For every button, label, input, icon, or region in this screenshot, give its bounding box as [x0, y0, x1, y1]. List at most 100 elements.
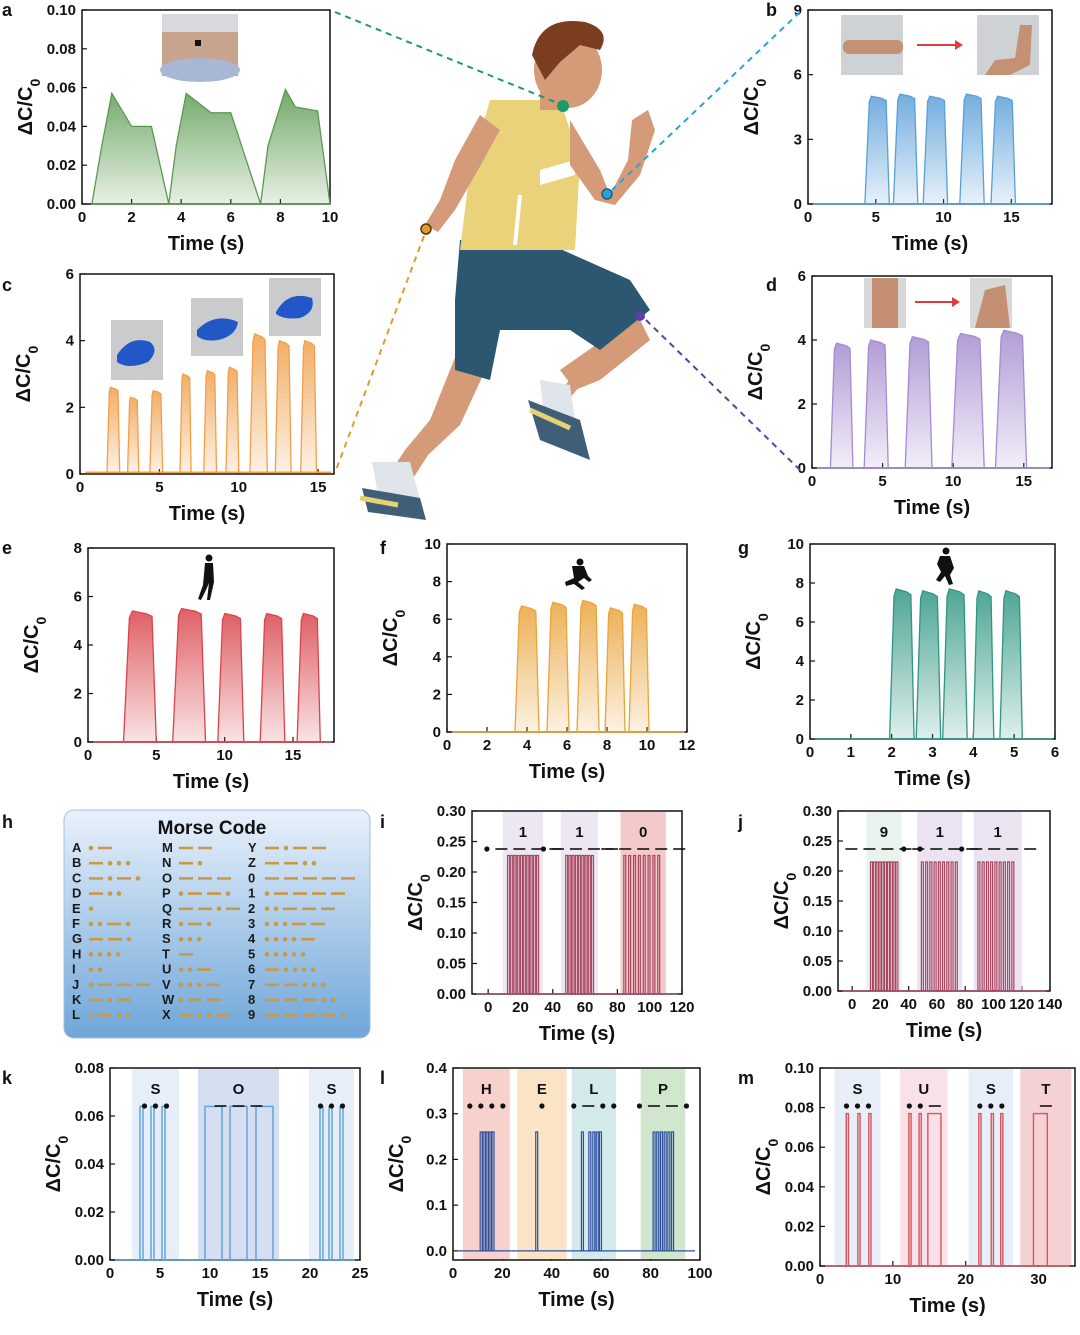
morse-dot	[88, 845, 94, 851]
x-tick-label: 80	[609, 999, 626, 1016]
segment-band	[900, 1069, 948, 1265]
morse-entry-char: D	[72, 886, 81, 901]
y-tick-label: 4	[433, 649, 442, 666]
y-tick-label: 0.10	[803, 923, 832, 940]
segment-label: S	[150, 1081, 160, 1098]
signal-pulse	[829, 342, 854, 469]
signal-pulse	[590, 854, 595, 994]
morse-entry-char: 8	[248, 992, 255, 1007]
morse-dot	[273, 906, 279, 912]
x-tick-label: 8	[276, 209, 284, 226]
signal-pulse	[892, 93, 919, 205]
neck-sensor-marker	[557, 100, 569, 112]
signal-pulse	[659, 1131, 664, 1251]
morse-dot	[901, 846, 907, 852]
connector-elbow	[611, 11, 801, 191]
x-axis-title: Time (s)	[538, 1289, 614, 1311]
x-tick-label: 0	[449, 1265, 457, 1282]
signal-pulse	[878, 861, 882, 991]
signal-pulse	[578, 854, 582, 994]
morse-entry-char: M	[162, 840, 173, 855]
y-axis-title: ΔC/C0	[753, 1138, 781, 1195]
morse-dot	[97, 952, 103, 957]
y-tick-label: 0.4	[426, 1060, 448, 1077]
morse-dot	[125, 921, 131, 927]
morse-dot	[107, 860, 113, 866]
signal-pulse	[535, 1131, 539, 1251]
signal-pulse	[1002, 861, 1006, 991]
morse-dot	[97, 967, 103, 972]
y-axis-title: ΔC/C0	[743, 613, 771, 670]
signal-pulse	[937, 861, 941, 991]
x-tick-label: 0	[106, 1265, 114, 1282]
signal-pulse	[576, 599, 600, 733]
signal-pulse	[249, 333, 268, 473]
x-tick-label: 0	[78, 209, 86, 226]
x-tick-label: 10	[945, 473, 962, 490]
signal-pulse	[479, 1131, 483, 1251]
signal-pulse	[536, 854, 540, 994]
signal-pulse	[670, 1131, 675, 1251]
x-tick-label: 0	[484, 999, 492, 1016]
y-tick-label: 0.10	[47, 2, 76, 19]
panel-letter-l: l	[380, 1068, 385, 1088]
segment-label: S	[326, 1081, 336, 1098]
morse-dot	[126, 936, 132, 942]
jumping-person-icon	[936, 547, 954, 585]
x-axis-title: Time (s)	[909, 1295, 985, 1317]
morse-dot	[264, 891, 270, 896]
x-tick-label: 8	[603, 737, 611, 754]
morse-entry-char: Z	[248, 855, 256, 870]
x-tick-label: 0	[804, 209, 812, 226]
x-tick-label: 5	[156, 1265, 164, 1282]
signal-pulse	[532, 854, 536, 994]
morse-entry-char: A	[72, 840, 82, 855]
morse-dot	[302, 982, 308, 988]
morse-dot	[959, 846, 965, 852]
segment-label: T	[1041, 1081, 1050, 1098]
signal-pulse	[628, 854, 632, 994]
morse-dot	[317, 1103, 324, 1109]
morse-dot	[340, 1012, 346, 1018]
morse-dot	[311, 982, 317, 988]
panel-letter-f: f	[380, 538, 387, 558]
morse-dot	[264, 906, 270, 912]
morse-dot	[328, 1103, 335, 1109]
x-tick-label: 0	[84, 747, 92, 764]
hand-sensor-marker	[420, 223, 432, 235]
y-axis-title: ΔC/C0	[386, 1135, 414, 1192]
signal-pulse	[942, 588, 968, 740]
y-tick-label: 0.05	[803, 953, 832, 970]
x-axis-title: Time (s)	[173, 771, 249, 793]
x-tick-label: 100	[981, 996, 1006, 1013]
y-axis-title: ΔC/C0	[21, 616, 49, 673]
y-tick-label: 0.00	[437, 986, 466, 1003]
signal-pulse	[998, 861, 1002, 991]
chart-e: 0 5 10 15 0 2 4 6 8 Time (s) ΔC/C0	[21, 540, 335, 793]
morse-dot	[187, 982, 193, 988]
signal-pulse	[925, 861, 929, 991]
x-tick-label: 120	[1009, 996, 1034, 1013]
x-tick-label: 25	[352, 1265, 369, 1282]
signal-pulse	[951, 332, 985, 469]
morse-dot	[178, 891, 184, 896]
chart-k: 0 5 10 15 20 25 0.00 0.02 0.04 0.06 0.08 Time (s) ΔC…	[43, 1060, 368, 1311]
morse-dot	[116, 860, 122, 866]
x-tick-label: 20	[512, 999, 529, 1016]
x-tick-label: 60	[593, 1265, 610, 1282]
x-tick-label: 10	[885, 1271, 902, 1288]
panel-letter-e: e	[2, 538, 12, 558]
morse-dot	[843, 1103, 850, 1109]
morse-entry-char: V	[162, 977, 171, 992]
morse-entry-char: R	[162, 916, 172, 931]
morse-entry-char: H	[72, 946, 81, 961]
signal-pulse	[999, 1112, 1004, 1266]
segment-label: E	[537, 1081, 547, 1098]
connector-neck	[334, 11, 556, 103]
signal-pulse	[663, 1131, 667, 1251]
signal-pulse	[863, 339, 889, 469]
x-tick-label: 5	[152, 747, 160, 764]
signal-pulse	[1007, 861, 1011, 991]
chart-b: 0 5 10 15 0 3 6 9 Time (s) ΔC/C0	[741, 2, 1053, 255]
